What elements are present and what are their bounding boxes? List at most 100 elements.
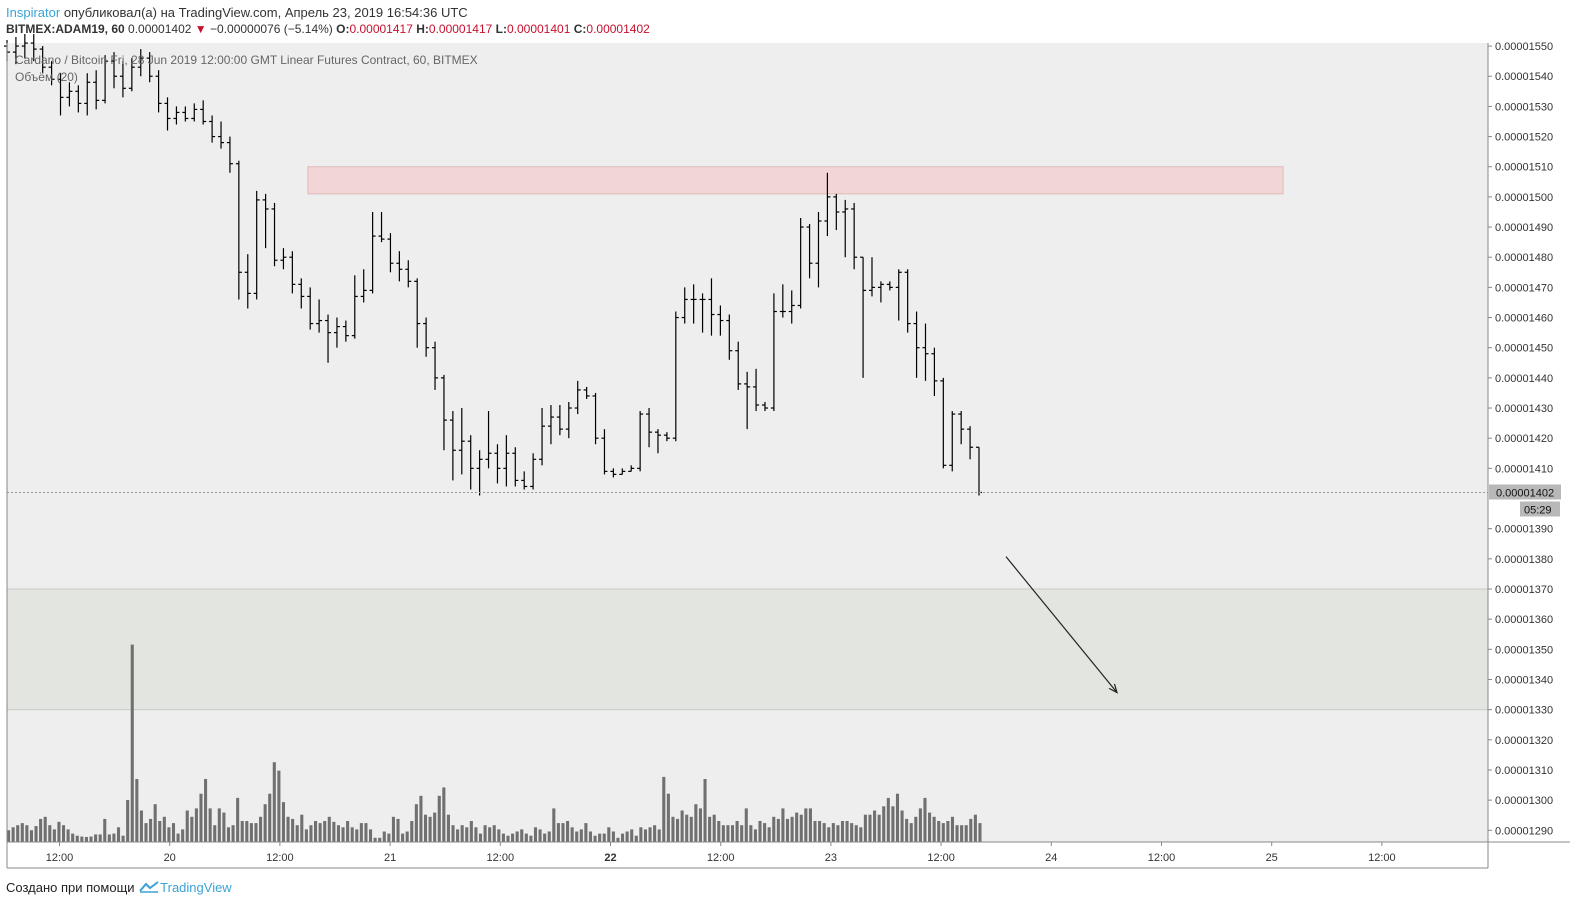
volume-bar [268,793,272,842]
price-tick-label: 0.00001290 [1495,825,1553,837]
tradingview-brand[interactable]: TradingView [160,880,232,895]
author-link[interactable]: Inspirator [6,5,61,20]
volume-bar [511,833,515,842]
volume-bar [575,831,579,842]
volume-bar [721,825,725,842]
volume-bar [795,812,799,842]
volume-bar [689,816,693,842]
volume-bar [973,814,977,842]
open-label: O: [336,22,350,36]
volume-bar [208,808,212,842]
volume-bar [433,812,437,842]
volume-bar [785,818,790,842]
volume-bar [685,814,689,842]
volume-bar [263,804,267,842]
price-tick-label: 0.00001300 [1495,795,1553,807]
volume-bar [204,779,208,842]
volume-bar [808,808,812,842]
volume-bar [94,834,98,842]
volume-bar [584,823,588,842]
volume-bar [625,831,629,842]
close-label: C: [573,22,587,36]
volume-bar [538,829,542,842]
volume-bar [336,825,340,842]
volume-bar [236,797,240,842]
volume-bar [194,808,198,842]
volume-bar [818,821,822,842]
price-axis[interactable]: 0.00001550 0.00001540 0.00001530 0.00001520… [1487,41,1561,868]
published-text: опубликовал(а) на TradingView.com, Апрел… [63,5,468,20]
high-label: H: [416,22,429,36]
volume-bar [813,821,817,842]
volume-bar [767,827,771,842]
volume-bar [217,808,221,842]
volume-bar [39,818,43,842]
volume-bar [790,816,794,842]
time-tick-label: 23 [825,852,837,864]
volume-bar [515,831,519,842]
volume-bar [332,821,336,842]
time-axis[interactable]: 12:00 20 12:00 21 12:00 22 12:00 23 12:00 24 12:00… [6,43,1570,869]
time-tick-label: 12:00 [1148,852,1176,864]
price-tick-label: 0.00001440 [1495,373,1553,385]
volume-bar [213,825,217,842]
overlay-layer [7,491,1488,694]
volume-bar [442,787,446,842]
volume-bar [763,823,767,842]
low-value: 0.00001401 [506,22,571,36]
volume-bar [621,833,625,842]
volume-bar [854,825,858,842]
volume-bar [126,800,130,842]
volume-bar [446,814,450,842]
volume-bar [107,834,111,842]
volume-bar [249,823,253,842]
volume-bar [822,823,826,842]
volume-bar [167,827,171,842]
volume-bar [25,825,29,842]
chart-pane-background [7,43,1488,842]
price-tick-label: 0.00001380 [1495,554,1553,566]
volume-bar [602,833,606,842]
volume-bar [396,818,400,842]
price-tick-label: 0.00001540 [1495,71,1553,83]
volume-bar [20,823,24,842]
volume-bar [877,814,881,842]
volume-bar [43,816,47,842]
price-tick-label: 0.00001330 [1495,705,1553,717]
volume-bar [937,821,941,842]
volume-bar [304,829,308,842]
volume-bar [712,814,716,842]
price-tick-label: 0.00001460 [1495,313,1553,325]
price-tick-label: 0.00001410 [1495,463,1553,475]
volume-bar [48,825,52,842]
volume-bar [703,779,707,842]
volume-bar [579,829,583,842]
volume-bar [259,816,263,842]
price-tick-label: 0.00001550 [1495,41,1553,53]
volume-bar [391,816,395,842]
volume-bar [827,827,831,842]
volume-bar [428,816,432,842]
volume-bar [708,816,712,842]
volume-bar [66,829,70,842]
price-tick-label: 0.00001390 [1495,524,1553,536]
volume-bar [98,834,102,842]
volume-bar [423,814,428,842]
volume-bar [286,816,290,842]
volume-bar [460,825,464,842]
symbol-info-line: BITMEX:ADAM19, 60 0.00001402 ▼ −0.000000… [6,22,650,36]
high-value: 0.00001417 [428,22,493,36]
volume-bar [57,821,61,842]
volume-bar [272,762,276,842]
volume-bar [547,831,551,842]
volume-bar [616,837,620,842]
time-tick-label: 21 [384,852,396,864]
volume-bar [740,825,744,842]
volume-bar [918,808,922,842]
volume-bar [588,831,593,842]
volume-bar [139,810,143,842]
volume-bar [144,823,148,842]
volume-bar [863,814,867,842]
volume-bar [570,827,574,842]
